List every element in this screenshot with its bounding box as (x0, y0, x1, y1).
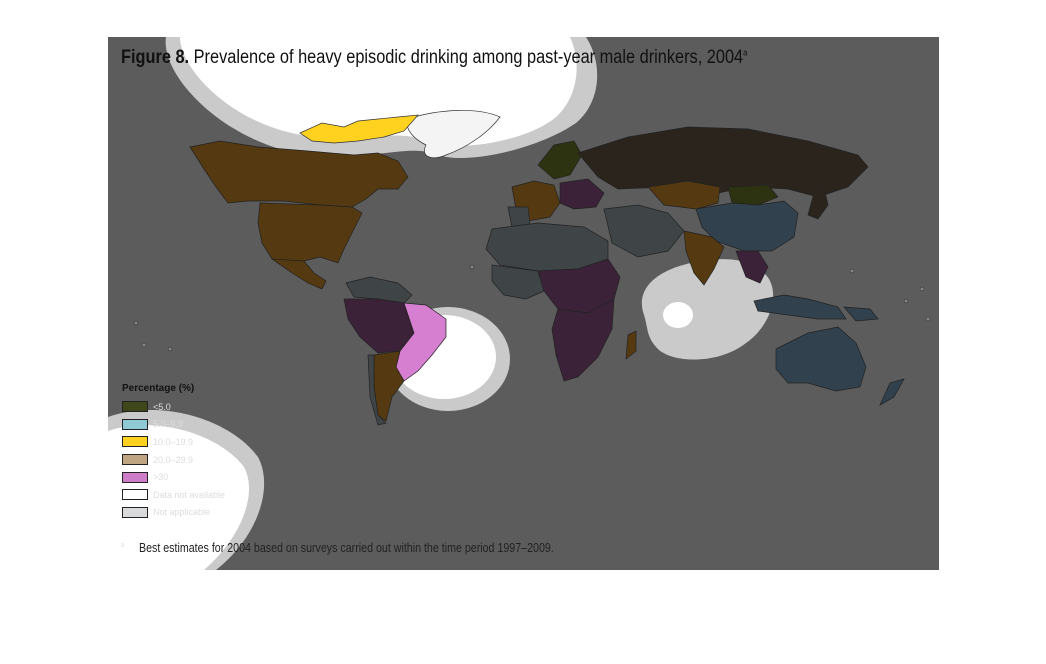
legend-label: Not applicable (153, 507, 211, 518)
highlight-indian-halo (641, 259, 774, 360)
island-dot (141, 342, 147, 348)
legend-swatch (122, 489, 148, 501)
region-canada (189, 140, 409, 208)
region-chile (367, 354, 387, 426)
legend-swatch (122, 436, 148, 448)
region-greenland (406, 110, 501, 159)
legend-item: 10.0–19.9 (122, 433, 225, 451)
figure-label: Figure 8. (121, 47, 190, 68)
legend-items: <5.0 5.0–9.9 10.0–19.9 20.0–29.9 >30 Dat… (122, 398, 225, 521)
footnote-marker: a (121, 541, 125, 549)
legend-swatch (122, 454, 148, 466)
region-brazil (395, 302, 447, 382)
legend-label: Data not available (153, 489, 226, 500)
legend-swatch (122, 506, 148, 518)
region-australia (775, 326, 867, 392)
legend-item: Data not available (122, 486, 225, 504)
region-japan (807, 186, 829, 220)
legend-label: >30 (153, 472, 169, 483)
island-dot (919, 286, 925, 292)
legend-item: 5.0–9.9 (122, 416, 225, 434)
region-madagascar (625, 330, 637, 360)
region-southeast-asia (735, 250, 769, 284)
region-scandinavia (537, 140, 583, 180)
footnote: a Best estimates for 2004 based on survey… (121, 540, 554, 555)
legend-swatch (122, 471, 148, 483)
island-dot (469, 264, 475, 270)
footnote-text: Best estimates for 2004 based on surveys… (138, 540, 554, 555)
region-iberia (507, 206, 531, 228)
legend-item: <5.0 (122, 398, 225, 416)
region-usa (257, 202, 363, 266)
region-north-africa (485, 222, 609, 272)
region-northern-south-america (345, 276, 413, 304)
region-new-zealand (879, 378, 905, 406)
legend-label: 5.0–9.9 (153, 419, 184, 430)
legend-label: <5.0 (153, 401, 171, 412)
legend-title: Percentage (%) (122, 383, 195, 394)
legend-item: >30 (122, 468, 225, 486)
region-southern-africa (551, 298, 615, 382)
region-new-guinea (843, 306, 879, 322)
region-arctic-islands (299, 114, 419, 144)
world-map (108, 37, 931, 570)
region-mexico (270, 258, 327, 290)
region-kazakhstan (647, 180, 721, 210)
legend-label: 10.0–19.9 (153, 436, 194, 447)
region-indonesia (753, 294, 847, 320)
map-legend: Percentage (%) <5.0 5.0–9.9 10.0–19.9 20… (122, 383, 225, 521)
region-mongolia (727, 184, 779, 206)
region-peru-bolivia (343, 298, 415, 354)
region-eastern-europe (559, 178, 605, 210)
island-dot (849, 268, 855, 274)
island-dot (133, 320, 139, 326)
figure-title-text: Prevalence of heavy episodic drinking am… (193, 47, 744, 68)
island-dot (903, 298, 909, 304)
region-middle-east (603, 204, 685, 258)
legend-label: 20.0–29.9 (153, 454, 194, 465)
legend-swatch (122, 401, 148, 413)
legend-item: Not applicable (122, 504, 225, 522)
legend-item: 20.0–29.9 (122, 451, 225, 469)
figure-panel: Figure 8. Prevalence of heavy episodic d… (108, 37, 939, 570)
region-russia (577, 126, 869, 198)
figure-title: Figure 8. Prevalence of heavy episodic d… (121, 47, 747, 69)
title-footnote-marker: a (743, 47, 748, 58)
island-dot (925, 316, 931, 322)
highlight-indian-hole (663, 302, 693, 328)
island-dot (167, 346, 173, 352)
legend-swatch (122, 418, 148, 430)
region-china (695, 200, 799, 252)
region-india (683, 230, 725, 286)
